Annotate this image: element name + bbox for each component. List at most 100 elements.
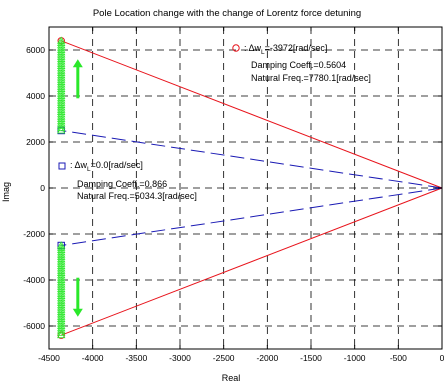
y-tick-label: 2000 (26, 137, 45, 147)
green-triangle-marker (57, 264, 66, 272)
x-tick-label: -3000 (169, 353, 191, 363)
y-tick-label: 4000 (26, 91, 45, 101)
y-axis-label: Imag (1, 182, 11, 202)
green-triangle-marker (57, 38, 66, 46)
chart-title: Pole Location change with the change of … (93, 8, 361, 19)
x-tick-label: -2000 (256, 353, 278, 363)
green-triangle-marker (57, 266, 66, 274)
green-triangle-marker (57, 319, 66, 327)
green-triangle-marker (57, 257, 66, 265)
green-triangle-marker (57, 100, 66, 109)
green-triangle-marker (57, 314, 66, 322)
green-triangle-marker (57, 328, 66, 336)
green-triangle-marker (57, 50, 66, 58)
green-triangle-marker (57, 324, 66, 332)
green-triangle-marker (57, 59, 66, 67)
x-tick-label: -4500 (38, 353, 60, 363)
green-triangle-marker (57, 255, 66, 263)
green-triangle-marker (57, 68, 66, 76)
legend-label-blue-prefix: : Δw (70, 160, 88, 170)
y-tick-label: 6000 (26, 45, 45, 55)
annotation-blue-detuning: : ΔwL=0.0[rad/sec] Damping Coeff.=0.866 … (58, 160, 197, 201)
red-root-locus-line (61, 187, 443, 336)
green-triangle-marker (57, 107, 66, 115)
green-triangle-marker (57, 268, 66, 276)
green-triangle-marker (57, 36, 66, 44)
green-triangle-marker (57, 48, 66, 56)
x-tick-label: -1500 (300, 353, 322, 363)
green-triangle-marker (57, 310, 66, 318)
y-tick-label: -4000 (23, 275, 45, 285)
legend-label-blue-value: =0.0[rad/sec] (91, 160, 143, 170)
green-triangle-marker (57, 75, 66, 83)
green-triangle-marker (57, 294, 66, 302)
green-triangle-marker (57, 273, 66, 281)
annotation-red-natural-freq: Natural Freq.=7780.1[rad/sec] (251, 73, 371, 83)
x-tick-label: -1000 (344, 353, 366, 363)
green-triangle-marker (57, 66, 66, 74)
green-triangle-marker (57, 301, 66, 309)
x-tick-label: -3500 (125, 353, 147, 363)
green-triangle-marker (57, 45, 66, 53)
green-triangle-marker (57, 278, 66, 286)
green-triangle-marker (57, 41, 66, 49)
green-triangle-marker (57, 61, 66, 69)
annotation-blue-damping: Damping Coeff.=0.866 (77, 179, 167, 189)
x-axis-label: Real (222, 373, 241, 383)
blue-root-locus-line (61, 187, 443, 246)
arrow-up-head-icon (72, 59, 83, 68)
green-triangle-marker (57, 43, 66, 51)
green-triangle-marker (57, 57, 66, 65)
green-triangle-marker (57, 296, 66, 304)
green-triangle-marker (57, 94, 66, 102)
x-tick-label: -2500 (213, 353, 235, 363)
legend-marker-red-circle (232, 44, 240, 52)
green-triangle-marker (57, 271, 66, 279)
green-triangle-marker (57, 103, 66, 111)
green-triangle-marker (57, 282, 66, 290)
green-triangle-marker (57, 307, 66, 316)
green-triangle-marker (57, 284, 66, 293)
green-triangle-marker (57, 250, 66, 258)
green-triangle-marker (57, 54, 66, 63)
green-triangle-marker (57, 291, 66, 299)
legend-label-red-subscript: L (261, 49, 265, 56)
legend-label-blue-subscript: L (87, 166, 91, 173)
annotation-red-detuning: : ΔwL=-3972[rad/sec] Damping Coeff.=0.56… (232, 43, 371, 83)
green-triangle-marker (57, 289, 66, 297)
green-triangle-marker (57, 82, 66, 90)
legend-label-blue: : ΔwL=0.0[rad/sec] (70, 160, 143, 173)
green-triangle-marker (57, 64, 66, 72)
axis-ticks: -4500 -4000 -3500 -3000 -2500 -2000 -1500 -1000… (23, 27, 445, 363)
legend-label-red-prefix: : Δw (244, 43, 262, 53)
legend-label-red-value: =-3972[rad/sec] (265, 43, 328, 53)
green-triangle-marker (57, 321, 66, 329)
legend-marker-blue-square (58, 162, 66, 170)
green-triangle-marker (57, 280, 66, 288)
red-root-locus-line (61, 40, 443, 189)
green-triangle-marker (57, 305, 66, 313)
green-triangle-marker (57, 80, 66, 88)
green-triangle-marker (57, 252, 66, 260)
legend-label-red: : ΔwL=-3972[rad/sec] (244, 43, 327, 56)
green-triangle-marker (57, 326, 66, 334)
green-triangle-marker (57, 248, 66, 256)
green-triangle-marker (57, 52, 66, 60)
green-triangle-marker (57, 312, 66, 320)
green-triangle-marker (57, 259, 66, 267)
green-triangle-marker (57, 275, 66, 283)
green-triangle-marker (57, 126, 66, 134)
green-triangle-marker (57, 119, 66, 127)
x-tick-label: -500 (390, 353, 407, 363)
green-triangle-marker (57, 243, 66, 251)
green-triangle-marker (57, 87, 66, 95)
y-tick-label: -6000 (23, 321, 45, 331)
series-markers (57, 36, 66, 339)
annotation-blue-natural-freq: Natural Freq.=5034.3[rad/sec] (77, 191, 197, 201)
green-triangle-marker (57, 123, 66, 132)
green-triangle-marker (57, 91, 66, 99)
green-triangle-marker (57, 105, 66, 113)
x-tick-label: 0 (440, 353, 445, 363)
